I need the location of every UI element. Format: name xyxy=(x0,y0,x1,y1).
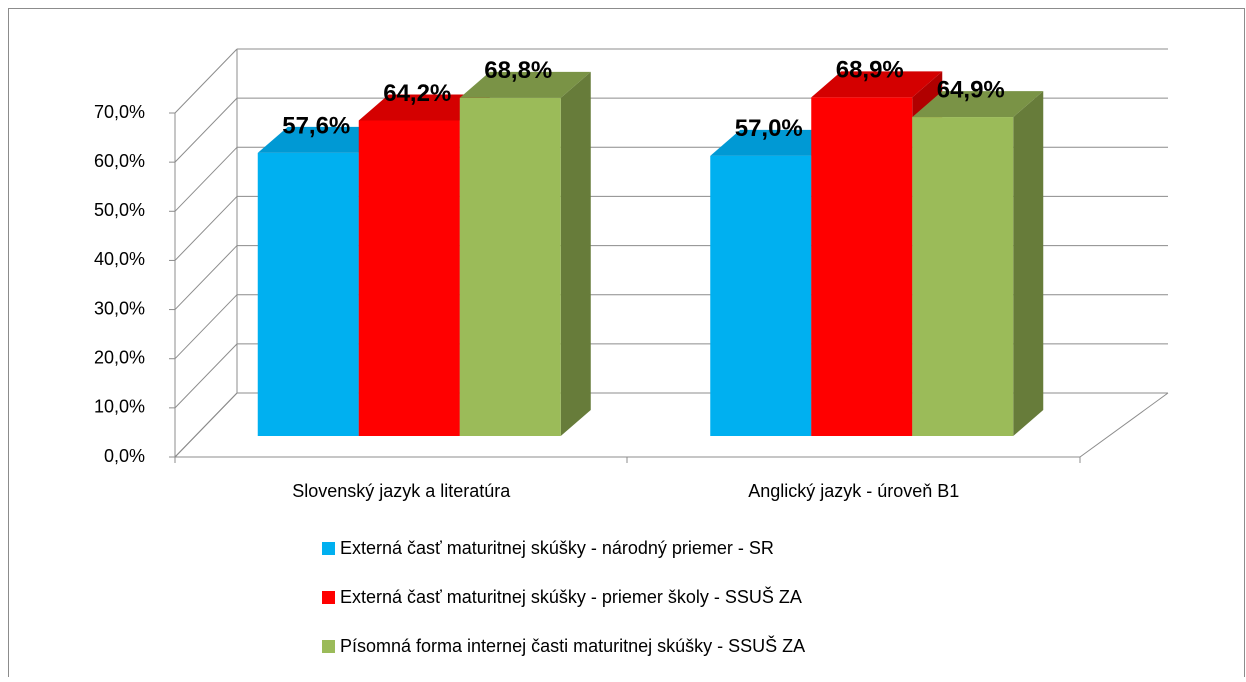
value-label: 68,9% xyxy=(836,57,904,84)
legend-label: Písomná forma internej časti maturitnej … xyxy=(340,635,805,656)
legend-label: Externá časť maturitnej skúšky - priemer… xyxy=(340,586,802,607)
bar-top xyxy=(811,71,943,98)
legend-label: Externá časť maturitnej skúšky - národný… xyxy=(340,538,774,558)
value-label: 64,9% xyxy=(937,76,1005,103)
bar xyxy=(257,152,359,437)
grid-line xyxy=(174,97,238,163)
grid-line xyxy=(174,196,238,261)
legend-swatch xyxy=(322,640,335,653)
legend-swatch xyxy=(322,542,335,555)
grid-line xyxy=(174,294,238,360)
bar-top xyxy=(459,71,591,98)
y-tick-label: 20,0% xyxy=(94,347,145,367)
bar xyxy=(912,117,1014,436)
bar xyxy=(459,97,561,436)
floor-right xyxy=(1079,392,1169,458)
grid-line xyxy=(174,245,238,310)
bar-top xyxy=(257,126,389,153)
value-label: 57,0% xyxy=(735,115,803,142)
bar-top xyxy=(710,129,842,156)
y-tick-label: 10,0% xyxy=(94,397,145,417)
bar-top xyxy=(358,94,490,121)
bar-side xyxy=(560,71,591,436)
bar xyxy=(358,120,460,436)
x-tick-label: Slovenský jazyk a literatúra xyxy=(292,481,511,501)
y-tick-label: 60,0% xyxy=(94,151,145,171)
legend-swatch xyxy=(322,591,335,604)
bar-top xyxy=(912,91,1044,118)
grid-line xyxy=(174,146,238,212)
grid-line xyxy=(174,343,238,409)
grid-line xyxy=(174,392,238,458)
y-tick-label: 30,0% xyxy=(94,298,145,318)
grid-line xyxy=(174,48,238,114)
chart-frame xyxy=(8,8,1245,682)
y-tick-label: 50,0% xyxy=(94,200,145,220)
y-tick-label: 0,0% xyxy=(104,446,145,466)
value-label: 57,6% xyxy=(282,112,350,139)
value-label: 64,2% xyxy=(383,80,451,107)
x-tick-label: Anglický jazyk - úroveň B1 xyxy=(748,481,959,501)
y-tick-label: 70,0% xyxy=(94,102,145,122)
bar xyxy=(811,97,913,437)
y-tick-label: 40,0% xyxy=(94,249,145,269)
bar-side xyxy=(1013,91,1044,436)
value-label: 68,8% xyxy=(484,57,552,84)
bar xyxy=(710,155,812,436)
